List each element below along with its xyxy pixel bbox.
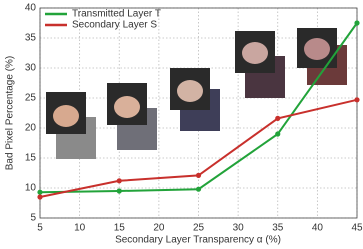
thumbnails [46,28,347,159]
y-tick-label: 20 [25,123,37,134]
thumbnail [114,96,140,118]
thumbnail [53,105,79,127]
y-tick-label: 25 [25,93,37,104]
y-tick-label: 30 [25,63,37,74]
legend-label: Secondary Layer S [72,20,157,31]
point [116,188,122,194]
y-tick-label: 40 [25,3,37,14]
point [37,194,43,200]
thumbnail [304,38,330,60]
point [275,131,281,137]
x-tick-label: 10 [74,223,86,234]
x-tick-label: 5 [37,223,43,234]
x-axis-label: Secondary Layer Transparency α (%) [115,235,281,246]
point [37,189,43,195]
y-axis-label: Bad Pixel Percentage (%) [5,56,16,171]
x-tick-label: 15 [114,223,126,234]
point [354,97,360,103]
x-tick-label: 25 [193,223,205,234]
legend-label: Transmitted Layer T [72,9,161,20]
y-tick-label: 35 [25,33,37,44]
y-tick-label: 10 [25,183,37,194]
y-tick-label: 5 [30,213,36,224]
y-tick-label: 15 [25,153,37,164]
x-tick-label: 40 [312,223,324,234]
point [195,186,202,192]
x-tick-label: 35 [272,223,284,234]
plot-frame [39,7,358,219]
point [354,20,360,26]
thumbnail [177,80,203,102]
x-tick-label: 20 [153,223,165,234]
thumbnail [242,42,268,64]
x-tick-label: 45 [351,223,363,234]
point [116,178,122,184]
point [275,115,281,121]
x-tick-label: 30 [233,223,245,234]
point [195,172,202,178]
